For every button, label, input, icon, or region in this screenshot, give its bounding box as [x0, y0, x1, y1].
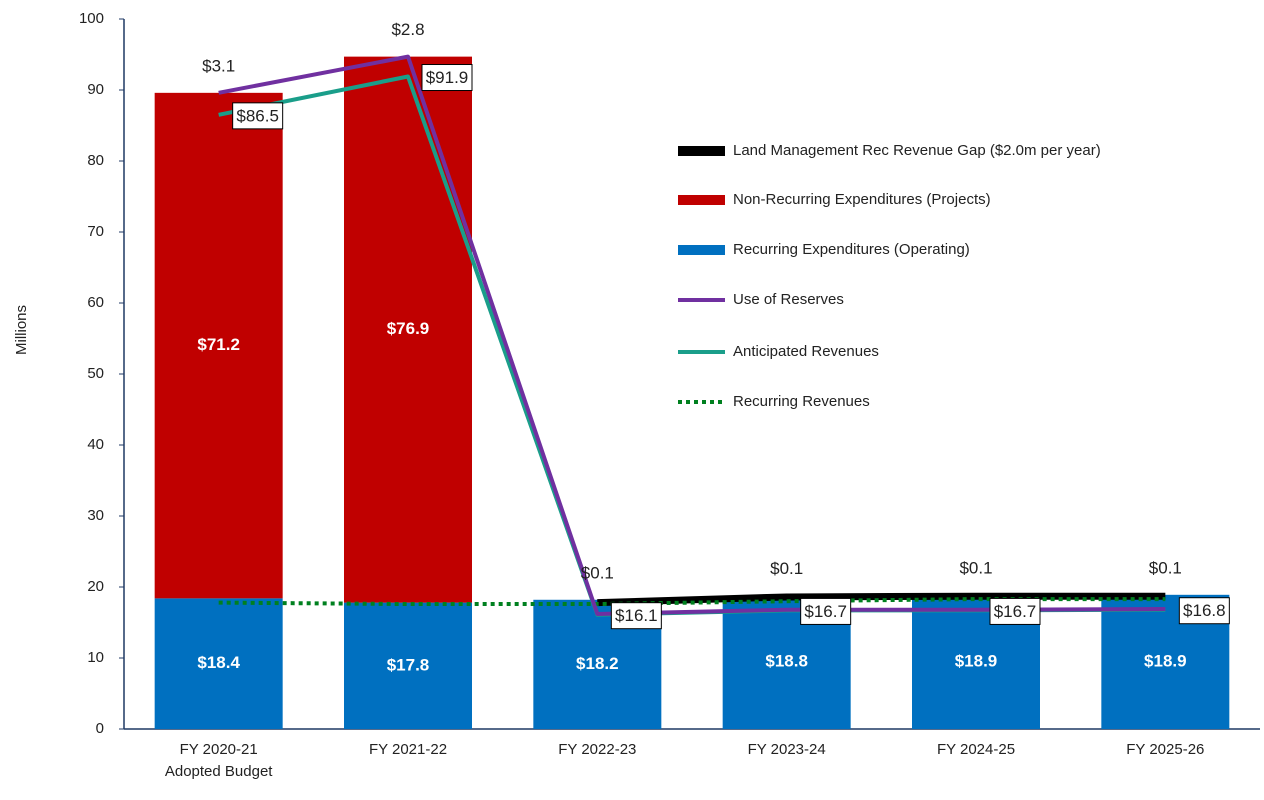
reserve-label: $0.1 — [770, 559, 803, 578]
revenue-label: $16.7 — [989, 597, 1041, 625]
revenue-label-box — [989, 597, 1041, 625]
y-tick-label: 0 — [96, 720, 104, 737]
bar-value-label: $71.2 — [197, 335, 240, 354]
legend-label: Recurring Expenditures (Operating) — [733, 241, 970, 258]
y-tick-label: 20 — [87, 578, 104, 595]
y-axis-label: Millions — [13, 305, 30, 355]
x-tick-label: FY 2021-22 — [369, 741, 447, 758]
x-tick-label: FY 2020-21 Adopted Budget — [165, 741, 273, 780]
revenue-label-box — [232, 102, 284, 130]
revenue-label-box — [1178, 597, 1230, 625]
y-tick-label: 70 — [87, 223, 104, 240]
revenue-label: $16.7 — [800, 597, 852, 625]
bar — [344, 602, 472, 729]
y-tick-label: 50 — [87, 365, 104, 382]
revenue-label-text: $86.5 — [236, 106, 279, 125]
y-tick-label: 80 — [87, 152, 104, 169]
y-tick-label: 90 — [87, 81, 104, 98]
revenue-label-text: $16.8 — [1183, 601, 1226, 620]
bar — [154, 92, 283, 599]
y-tick-label: 60 — [87, 294, 104, 311]
bar-value-label: $18.8 — [765, 652, 808, 671]
reserve-label: $0.1 — [581, 563, 614, 582]
bar-value-label: $18.9 — [1144, 651, 1187, 670]
revenue-label: $16.1 — [610, 602, 662, 630]
legend-swatch — [678, 146, 725, 156]
bar-value-label: $18.4 — [197, 653, 240, 672]
legend-label: Recurring Revenues — [733, 393, 870, 410]
revenue-label-text: $91.9 — [426, 68, 469, 87]
y-tick-label: 10 — [87, 649, 104, 666]
x-tick-label: FY 2023-24 — [748, 741, 826, 758]
legend-swatch — [678, 245, 725, 255]
x-tick-label: FY 2022-23 — [558, 741, 636, 758]
revenue-label-text: $16.7 — [994, 602, 1037, 621]
bar-value-label: $18.2 — [576, 654, 619, 673]
revenue-label-text: $16.7 — [804, 602, 847, 621]
legend-label: Anticipated Revenues — [733, 343, 879, 360]
y-tick-label: 40 — [87, 436, 104, 453]
bar-value-label: $76.9 — [387, 319, 430, 338]
bar-value-label: $18.9 — [955, 651, 998, 670]
legend-label: Non-Recurring Expenditures (Projects) — [733, 191, 991, 208]
revenue-label: $86.5 — [232, 102, 284, 130]
bar-value-label: $17.8 — [387, 655, 430, 674]
reserve-label: $3.1 — [202, 56, 235, 75]
legend-swatch — [678, 195, 725, 205]
revenue-label-box — [610, 602, 662, 630]
line-series — [218, 597, 1166, 607]
bar — [344, 56, 472, 603]
bar — [154, 598, 283, 729]
revenue-label: $91.9 — [421, 64, 473, 92]
reserve-label: $0.1 — [1149, 558, 1182, 577]
line-series — [597, 592, 1166, 607]
legend-label: Use of Reserves — [733, 291, 844, 308]
reserve-label: $2.8 — [391, 20, 424, 39]
revenue-label-box — [800, 597, 852, 625]
y-tick-label: 100 — [79, 10, 104, 27]
x-tick-label: FY 2024-25 — [937, 741, 1015, 758]
legend-label: Land Management Rec Revenue Gap ($2.0m p… — [733, 142, 1101, 159]
revenue-label: $16.8 — [1178, 597, 1230, 625]
y-tick-label: 30 — [87, 507, 104, 524]
revenue-label-text: $16.1 — [615, 606, 658, 625]
reserve-label: $0.1 — [959, 558, 992, 577]
x-tick-label: FY 2025-26 — [1126, 741, 1204, 758]
revenue-label-box — [421, 64, 473, 92]
